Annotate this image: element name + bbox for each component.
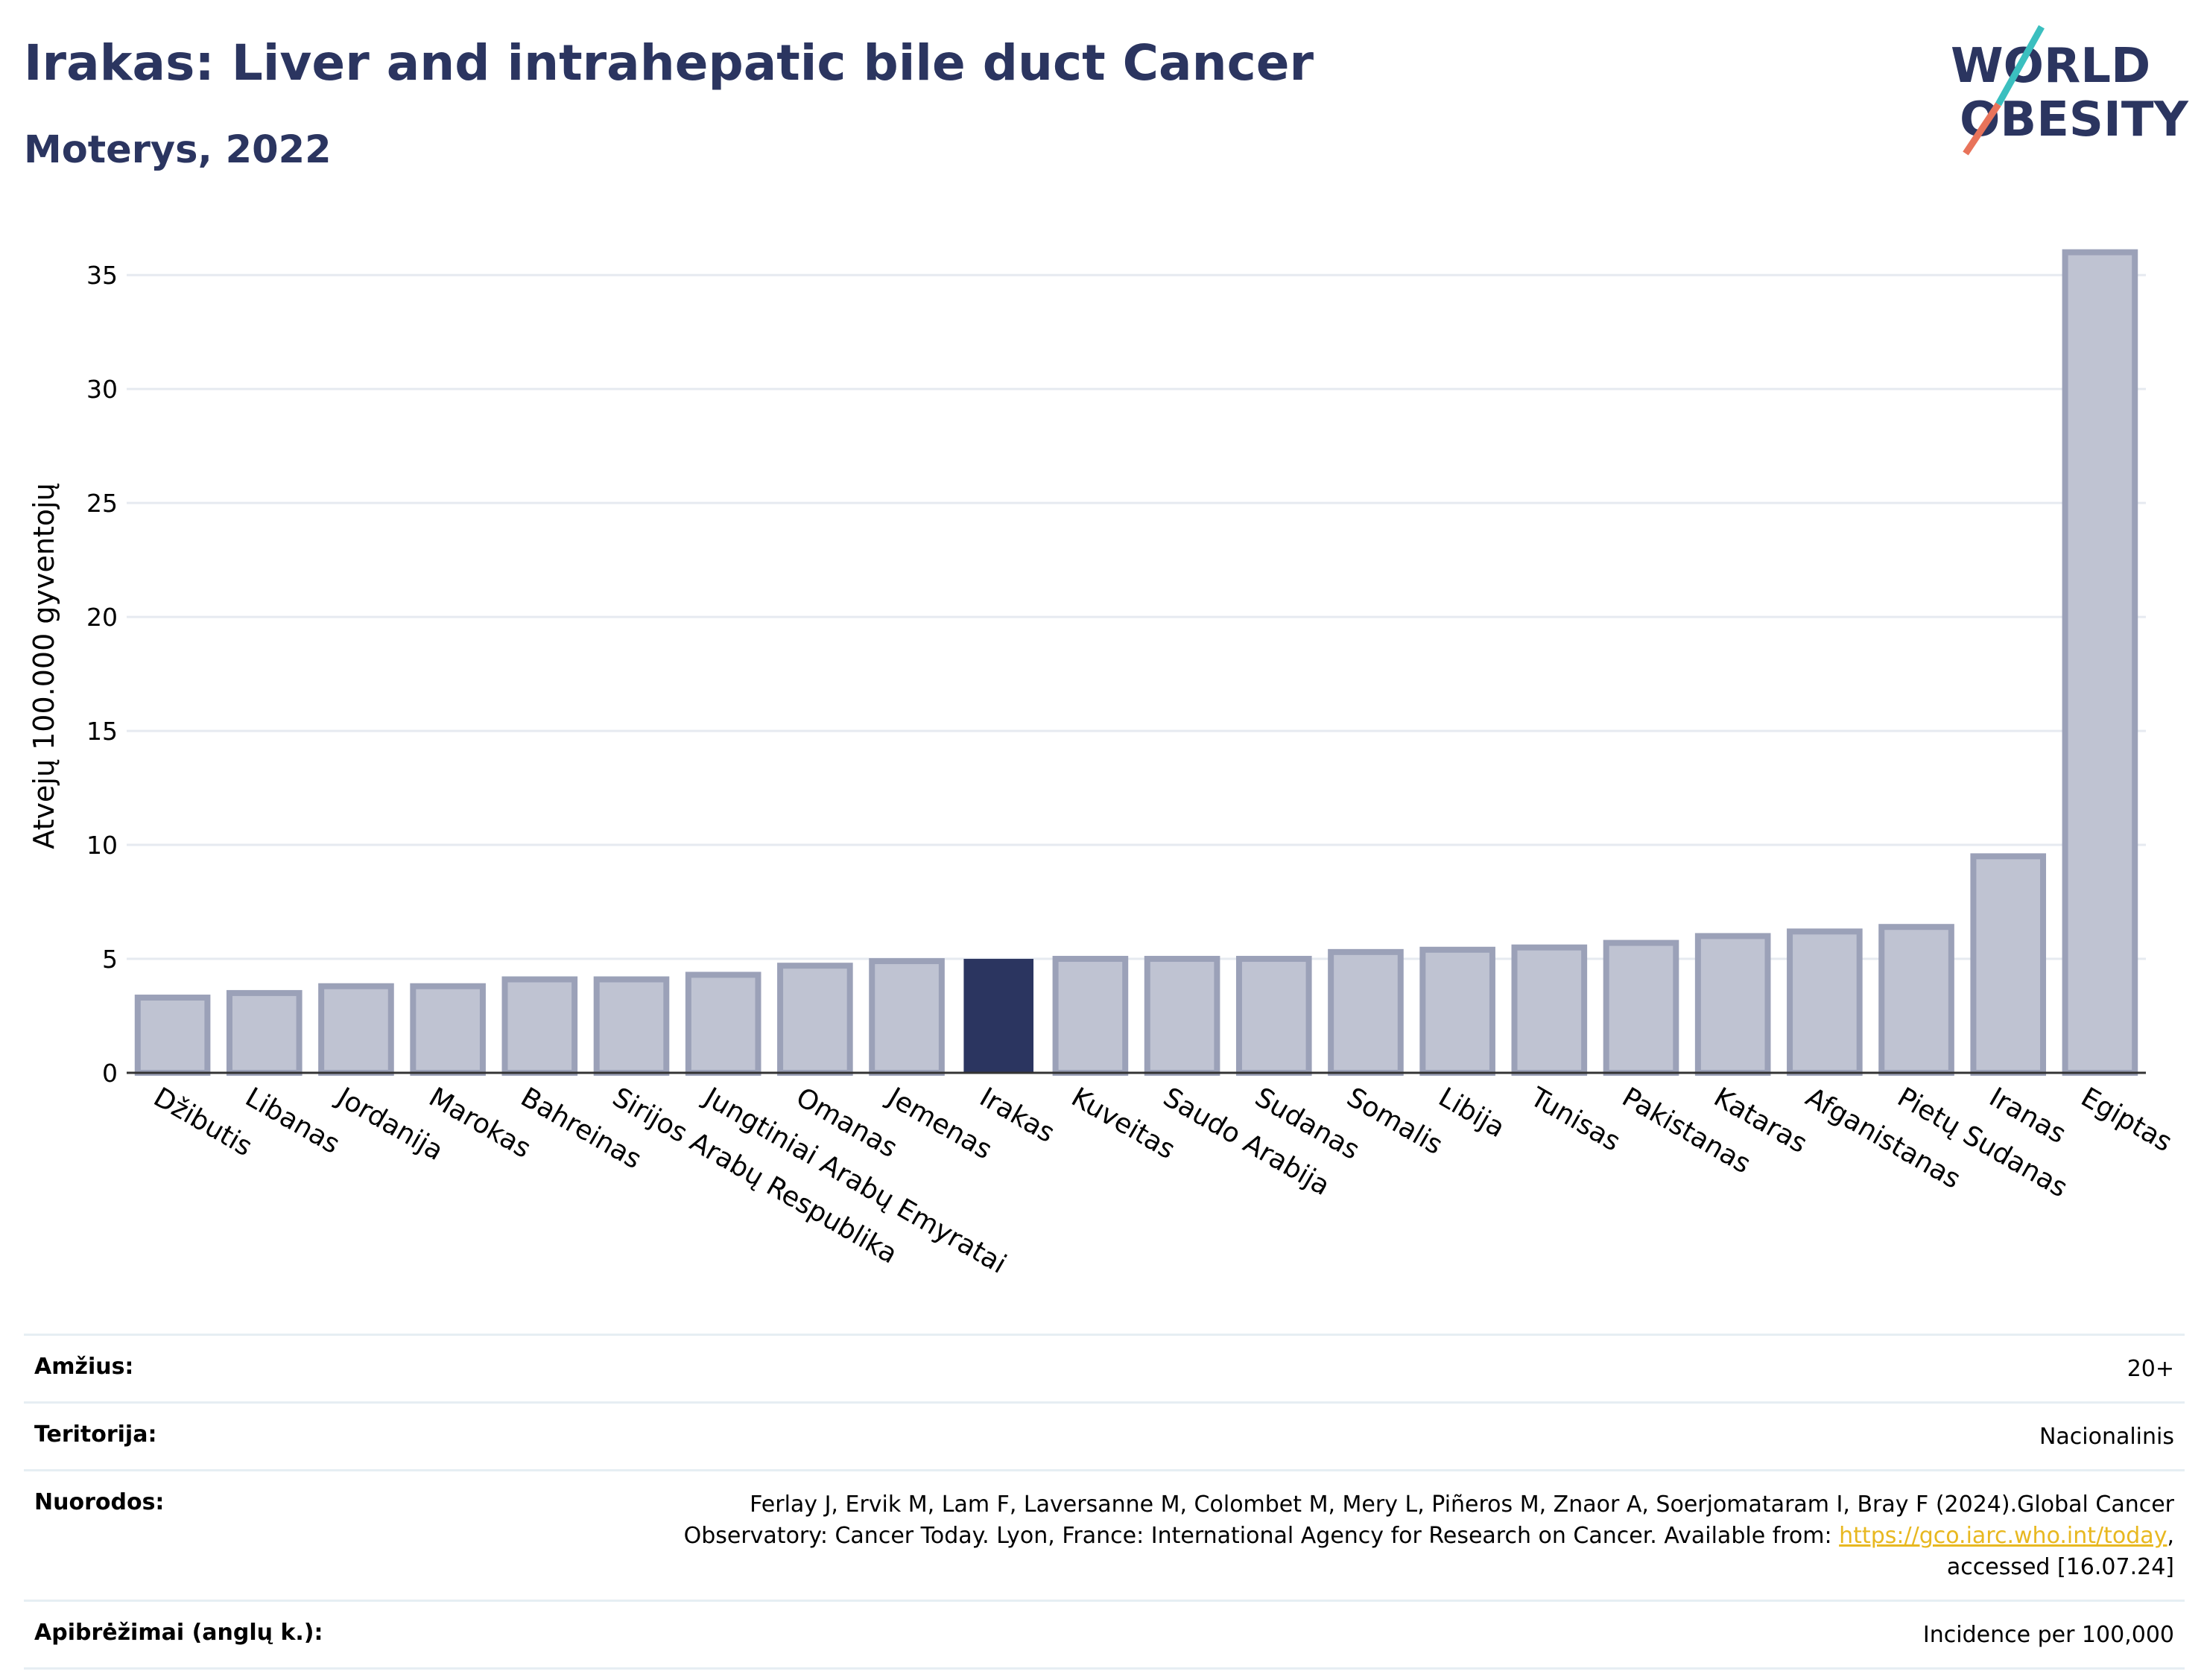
bar <box>1052 956 1129 1076</box>
bar <box>1144 956 1220 1076</box>
grid-lines <box>127 273 2146 960</box>
reference-link[interactable]: https://gco.iarc.who.int/today <box>1839 1523 2167 1549</box>
logo-slash-coral <box>1963 102 2001 156</box>
meta-row-territory: Teritorija: Nacionalinis <box>24 1401 2185 1469</box>
chart-subtitle: Moterys, 2022 <box>24 128 332 172</box>
meta-row-references: Nuorodos: Ferlay J, Ervik M, Lam F, Lave… <box>24 1469 2185 1600</box>
bar <box>1878 924 1954 1076</box>
y-tick-label: 20 <box>86 603 118 632</box>
bar <box>1419 946 1495 1076</box>
bar <box>1787 928 1863 1076</box>
bar <box>593 976 670 1076</box>
logo-slash-teal <box>1995 25 2045 107</box>
bar-chart: 05101520253035DžibutisLibanasJordanijaMa… <box>28 249 2177 1280</box>
x-tick-label: Libanas <box>240 1082 345 1160</box>
y-tick-label: 25 <box>86 489 118 518</box>
bar <box>1603 939 1679 1077</box>
labels: 05101520253035DžibutisLibanasJordanijaMa… <box>28 261 2177 1280</box>
metadata-table: Amžius: 20+ Teritorija: Nacionalinis Nuo… <box>24 1334 2185 1670</box>
bar <box>1511 944 1588 1076</box>
bar <box>134 995 211 1077</box>
meta-key-references: Nuorodos: <box>34 1489 165 1515</box>
bars <box>134 249 2138 1077</box>
reference-accessed: , accessed [16.07.24] <box>1946 1523 2174 1580</box>
bar <box>226 989 303 1077</box>
logo-line1: WORLD <box>1951 39 2150 94</box>
x-tick-label: Egiptas <box>2076 1082 2177 1158</box>
bar <box>1694 933 1771 1076</box>
x-tick-label: Džibutis <box>148 1082 257 1162</box>
x-tick-label: Tunisas <box>1524 1082 1625 1158</box>
bar <box>2062 249 2138 1076</box>
y-tick-label: 35 <box>86 261 118 290</box>
bar <box>777 963 853 1077</box>
x-tick-label: Jordanija <box>331 1081 449 1167</box>
bar <box>318 983 394 1077</box>
y-tick-label: 15 <box>86 717 118 746</box>
chart-title: Irakas: Liver and intrahepatic bile duct… <box>24 34 1314 92</box>
x-tick-label: Jemenas <box>881 1081 997 1165</box>
bar <box>1328 948 1404 1076</box>
meta-value-territory: Nacionalinis <box>2039 1424 2174 1450</box>
y-tick-label: 0 <box>102 1059 118 1088</box>
meta-key-age: Amžius: <box>34 1354 134 1380</box>
world-obesity-logo: WORLD OBESITY <box>1951 25 2188 156</box>
bar <box>1235 956 1312 1076</box>
y-tick-label: 30 <box>86 375 118 404</box>
meta-row-age: Amžius: 20+ <box>24 1334 2185 1401</box>
meta-key-territory: Teritorija: <box>34 1421 157 1448</box>
y-tick-label: 10 <box>86 831 118 860</box>
y-axis-title: Atvejų 100.000 gyventojų <box>28 483 60 849</box>
meta-value-definitions: Incidence per 100,000 <box>1922 1622 2174 1648</box>
y-tick-label: 5 <box>102 945 118 974</box>
bar <box>410 983 486 1077</box>
meta-key-definitions: Apibrėžimai (anglų k.): <box>34 1620 323 1646</box>
bar <box>869 958 945 1076</box>
meta-value-age: 20+ <box>2127 1356 2174 1382</box>
reference-text: Ferlay J, Ervik M, Lam F, Laversanne M, … <box>683 1492 2174 1549</box>
bar <box>963 959 1034 1073</box>
x-tick-label: Afganistanas <box>1800 1082 1966 1195</box>
meta-row-definitions: Apibrėžimai (anglų k.): Incidence per 10… <box>24 1600 2185 1670</box>
x-tick-label: Kuveitas <box>1066 1082 1180 1165</box>
bar <box>1970 853 2047 1076</box>
meta-value-references: Ferlay J, Ervik M, Lam F, Laversanne M, … <box>647 1489 2174 1583</box>
bar <box>501 976 578 1076</box>
bar <box>685 971 761 1076</box>
